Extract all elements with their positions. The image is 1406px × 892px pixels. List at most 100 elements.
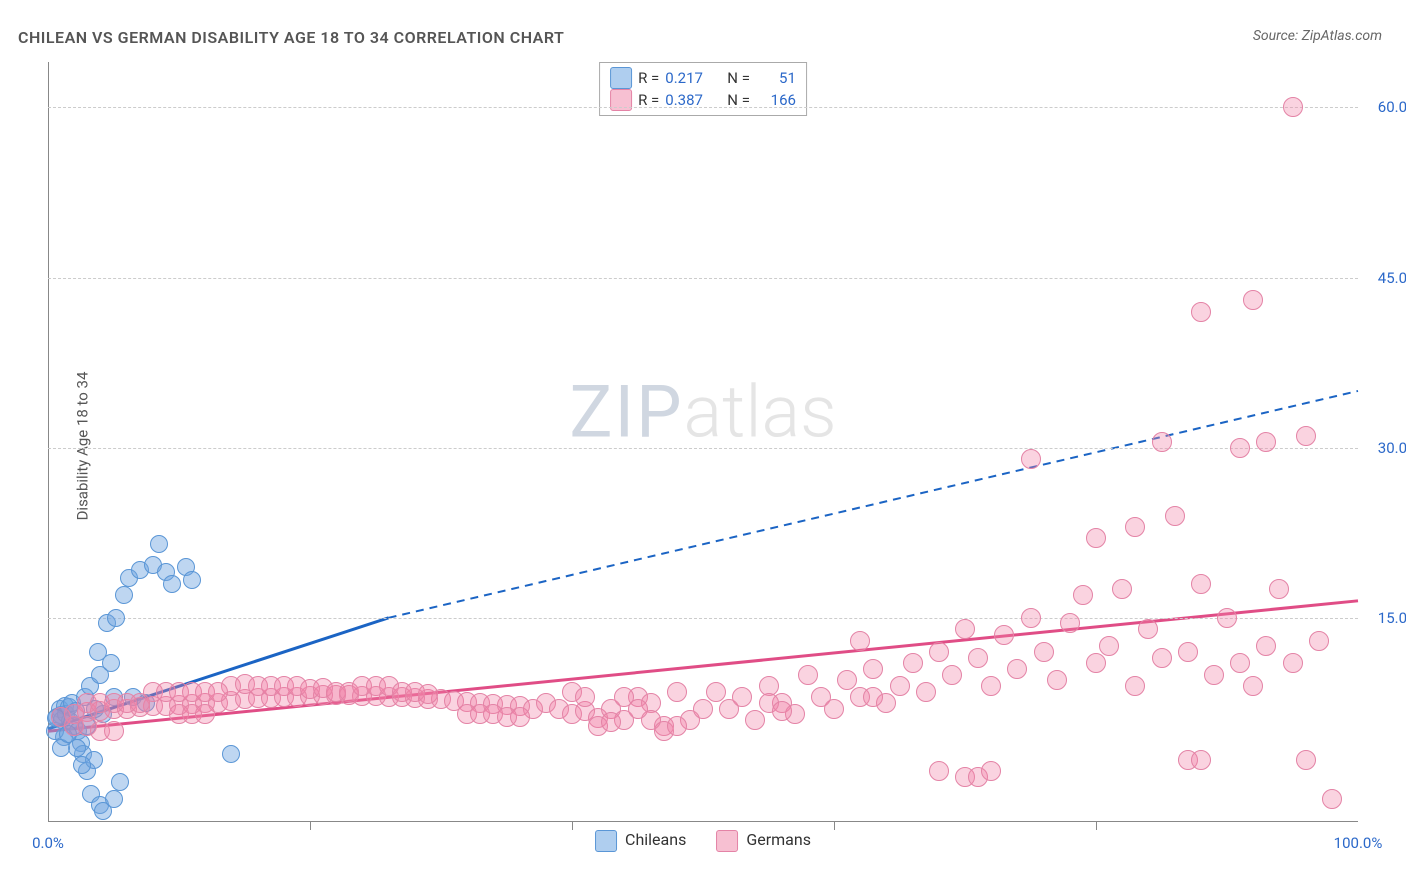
- watermark-left: ZIP: [569, 369, 683, 454]
- x-tick: [1096, 822, 1097, 830]
- x-tick-label: 100.0%: [1334, 834, 1383, 852]
- germans-point: [798, 665, 818, 685]
- legend-item-chileans: Chileans: [595, 830, 686, 852]
- legend-label: Germans: [746, 830, 811, 849]
- germans-point: [863, 659, 883, 679]
- germans-point: [418, 684, 438, 704]
- germans-point: [1138, 619, 1158, 639]
- germans-point: [955, 619, 975, 639]
- germans-point: [968, 648, 988, 668]
- germans-point: [863, 687, 883, 707]
- germans-point: [1256, 432, 1276, 452]
- germans-point: [195, 704, 215, 724]
- chart-title: CHILEAN VS GERMAN DISABILITY AGE 18 TO 3…: [18, 28, 564, 47]
- germans-point: [916, 682, 936, 702]
- germans-point: [1283, 97, 1303, 117]
- grid-line: [48, 278, 1358, 279]
- germans-point: [890, 676, 910, 696]
- germans-point: [1191, 750, 1211, 770]
- germans-point: [1230, 653, 1250, 673]
- germans-point: [732, 687, 752, 707]
- source-label: Source: ZipAtlas.com: [1253, 28, 1382, 44]
- germans-point: [837, 670, 857, 690]
- chileans-point: [150, 535, 168, 553]
- germans-point: [1269, 579, 1289, 599]
- r-label: R =: [638, 91, 659, 109]
- y-axis: [48, 62, 49, 822]
- germans-point: [706, 682, 726, 702]
- germans-point: [1309, 631, 1329, 651]
- germans-point: [994, 625, 1014, 645]
- germans-point: [745, 710, 765, 730]
- germans-point: [1296, 426, 1316, 446]
- germans-point: [1243, 290, 1263, 310]
- n-value: 51: [756, 69, 796, 87]
- n-value: 166: [756, 91, 796, 109]
- chileans-point: [105, 790, 123, 808]
- germans-point: [1322, 789, 1342, 809]
- n-label: N =: [727, 91, 750, 109]
- germans-point: [1191, 302, 1211, 322]
- germans-point: [667, 682, 687, 702]
- germans-point: [104, 721, 124, 741]
- chileans-point: [183, 571, 201, 589]
- germans-point: [1243, 676, 1263, 696]
- germans-point: [130, 693, 150, 713]
- chileans-point: [102, 654, 120, 672]
- germans-point: [510, 707, 530, 727]
- germans-point: [772, 701, 792, 721]
- chileans-point: [222, 745, 240, 763]
- chileans-swatch: [610, 67, 632, 89]
- legend-row-chileans: R =0.217N =51: [610, 67, 796, 89]
- germans-point: [903, 653, 923, 673]
- germans-point: [1217, 608, 1237, 628]
- series-legend: Chileans Germans: [595, 830, 811, 852]
- watermark-right: atlas: [684, 369, 837, 454]
- germans-point: [824, 699, 844, 719]
- germans-point: [1060, 613, 1080, 633]
- n-label: N =: [727, 69, 750, 87]
- y-tick-label: 45.0%: [1378, 269, 1406, 287]
- germans-point: [1112, 579, 1132, 599]
- chileans-point: [73, 756, 91, 774]
- germans-point: [1230, 438, 1250, 458]
- germans-swatch: [716, 830, 738, 852]
- germans-point: [981, 761, 1001, 781]
- germans-point: [1034, 642, 1054, 662]
- chileans-point: [107, 609, 125, 627]
- germans-point: [1099, 636, 1119, 656]
- legend-label: Chileans: [625, 830, 686, 849]
- germans-point: [693, 699, 713, 719]
- germans-point: [1165, 506, 1185, 526]
- germans-point: [1152, 432, 1172, 452]
- grid-line: [48, 618, 1358, 619]
- y-tick-label: 60.0%: [1378, 98, 1406, 116]
- chileans-swatch: [595, 830, 617, 852]
- germans-point: [575, 687, 595, 707]
- x-axis: [48, 821, 1358, 822]
- legend-item-germans: Germans: [716, 830, 811, 852]
- germans-point: [1047, 670, 1067, 690]
- x-tick-label: 0.0%: [32, 834, 64, 852]
- r-label: R =: [638, 69, 659, 87]
- germans-point: [1007, 659, 1027, 679]
- germans-point: [1073, 585, 1093, 605]
- watermark: ZIPatlas: [569, 369, 836, 454]
- germans-point: [1125, 676, 1145, 696]
- germans-point: [929, 761, 949, 781]
- germans-point: [1152, 648, 1172, 668]
- germans-point: [1086, 653, 1106, 673]
- germans-point: [208, 682, 228, 702]
- chileans-point: [111, 773, 129, 791]
- germans-point: [1178, 642, 1198, 662]
- germans-point: [1086, 528, 1106, 548]
- germans-point: [929, 642, 949, 662]
- germans-point: [628, 699, 648, 719]
- chileans-point: [163, 575, 181, 593]
- germans-point: [981, 676, 1001, 696]
- germans-point: [1125, 517, 1145, 537]
- germans-point: [667, 716, 687, 736]
- x-tick: [834, 822, 835, 830]
- plot-area: ZIPatlas R =0.217N =51R =0.387N =166 Chi…: [48, 62, 1358, 822]
- germans-point: [850, 631, 870, 651]
